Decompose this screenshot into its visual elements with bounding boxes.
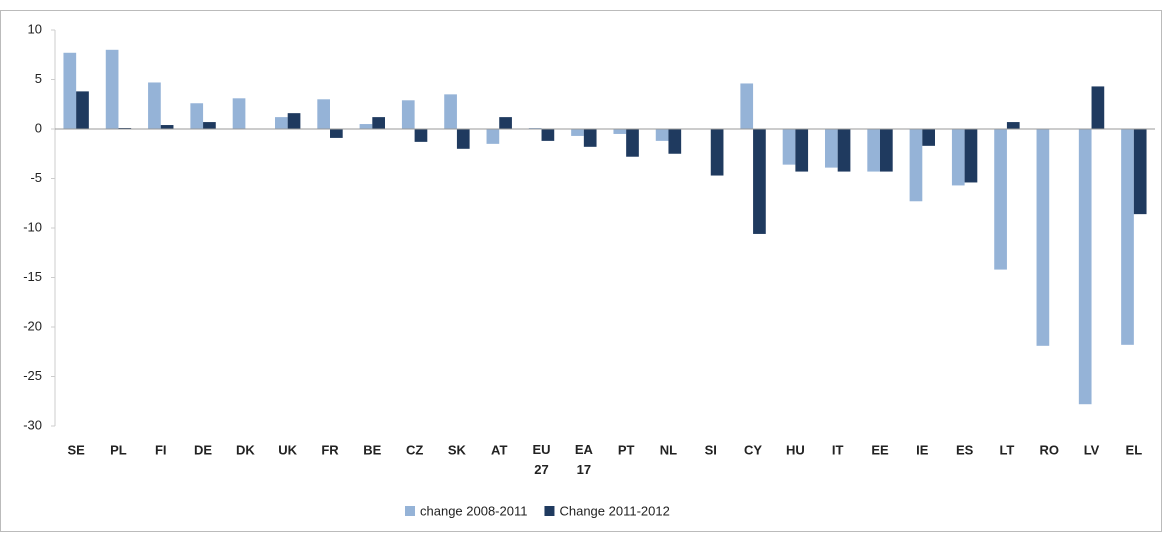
bar xyxy=(444,94,457,129)
x-tick-label: DK xyxy=(236,442,255,457)
x-tick-label: IE xyxy=(916,442,929,457)
bar xyxy=(655,129,669,141)
x-tick-label: EL xyxy=(1126,442,1143,457)
bar xyxy=(626,129,639,157)
bar xyxy=(456,129,470,149)
x-tick-label: UK xyxy=(278,442,297,457)
bar xyxy=(782,129,796,165)
y-tick-label: 10 xyxy=(28,21,42,36)
bar xyxy=(909,129,923,202)
bar xyxy=(825,129,838,168)
y-tick-label: -20 xyxy=(23,318,42,333)
bar xyxy=(880,129,893,172)
bar xyxy=(63,52,77,129)
bar xyxy=(1121,129,1134,345)
x-tick-label: LT xyxy=(999,442,1014,457)
bar xyxy=(867,129,880,172)
bar xyxy=(753,129,766,234)
bar xyxy=(1091,86,1105,129)
bar xyxy=(837,129,851,172)
bar xyxy=(105,49,119,129)
bar xyxy=(232,98,246,129)
x-tick-label: CY xyxy=(744,442,762,457)
x-tick-label: DE xyxy=(194,442,212,457)
legend-swatch xyxy=(405,506,415,516)
x-tick-label: PL xyxy=(110,442,127,457)
bar xyxy=(1006,122,1020,129)
x-tick-label: RO xyxy=(1039,442,1059,457)
bar xyxy=(994,129,1007,270)
bar xyxy=(740,83,754,129)
x-tick-label: SK xyxy=(448,442,467,457)
y-tick-label: -10 xyxy=(23,219,42,234)
x-tick-label: FI xyxy=(155,442,167,457)
bar xyxy=(1036,129,1050,346)
x-tick-label: HU xyxy=(786,442,805,457)
bar xyxy=(203,122,216,129)
x-tick-label: IT xyxy=(832,442,844,457)
bar xyxy=(414,129,428,142)
x-tick-label: EA 17 xyxy=(575,442,594,477)
x-tick-label: FR xyxy=(321,442,339,457)
legend-label: Change 2011-2012 xyxy=(559,503,669,518)
x-tick-label: SI xyxy=(705,442,717,457)
x-tick-label: NL xyxy=(660,442,677,457)
bar xyxy=(583,129,597,147)
bar xyxy=(287,113,301,129)
bar xyxy=(275,117,288,129)
y-tick-label: -15 xyxy=(23,269,42,284)
bar xyxy=(317,99,330,129)
bar xyxy=(795,129,809,172)
y-tick-label: 0 xyxy=(35,120,42,135)
bar xyxy=(613,129,627,134)
bar xyxy=(401,100,415,129)
bar xyxy=(1133,129,1147,215)
x-tick-label: SE xyxy=(67,442,85,457)
y-tick-label: 5 xyxy=(35,71,42,86)
legend-swatch xyxy=(544,506,555,516)
x-tick-label: EU 27 xyxy=(533,442,551,477)
bar xyxy=(372,117,385,129)
x-tick-label: PT xyxy=(618,442,635,457)
x-tick-label: BE xyxy=(363,442,381,457)
bar xyxy=(922,129,935,146)
bar xyxy=(951,129,965,186)
bar xyxy=(359,124,373,129)
x-tick-label: CZ xyxy=(406,442,423,457)
bar xyxy=(160,125,174,129)
bar xyxy=(541,129,555,141)
y-tick-label: -25 xyxy=(23,368,42,383)
x-tick-label: EE xyxy=(871,442,889,457)
chart-frame xyxy=(0,10,1162,532)
bar xyxy=(1078,129,1092,405)
bar xyxy=(148,82,161,129)
bar xyxy=(190,103,204,129)
x-tick-label: ES xyxy=(956,442,974,457)
y-tick-label: -30 xyxy=(23,417,42,432)
legend-label: change 2008-2011 xyxy=(420,503,527,518)
x-tick-label: LV xyxy=(1084,442,1100,457)
y-tick-label: -5 xyxy=(30,170,42,185)
bar xyxy=(710,129,724,176)
bar xyxy=(76,91,89,129)
bar xyxy=(486,129,500,144)
bar xyxy=(499,117,512,129)
bar xyxy=(330,129,343,138)
bar xyxy=(571,129,584,136)
x-tick-label: AT xyxy=(491,442,507,457)
bar xyxy=(668,129,682,154)
bar xyxy=(964,129,978,183)
